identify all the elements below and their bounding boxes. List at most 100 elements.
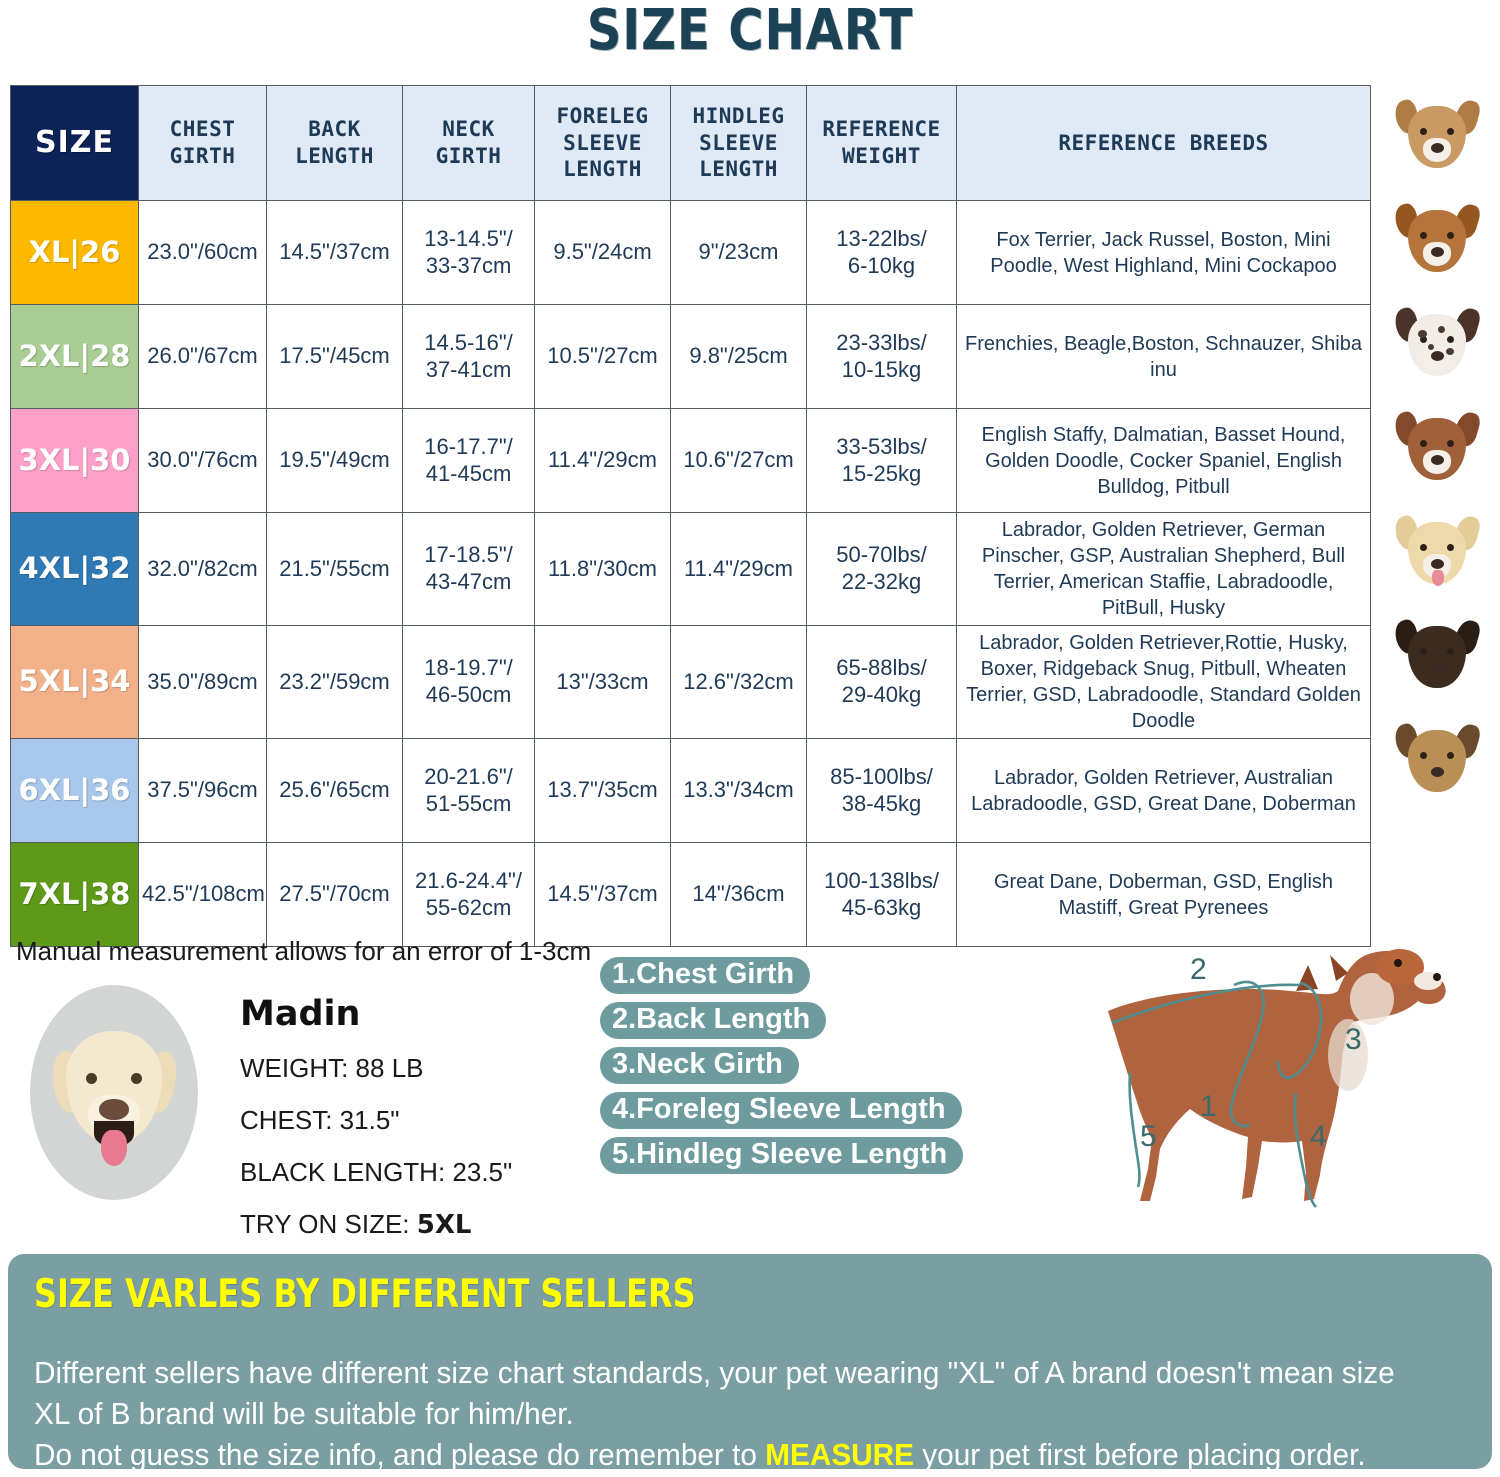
size-chart-table: SIZE CHEST GIRTH BACK LENGTH NECK GIRTH … [10,85,1371,947]
seller-disclaimer-banner: SIZE VARLES BY DIFFERENT SELLERS Differe… [8,1254,1492,1472]
table-row: 3XL|30 30.0"/76cm 19.5"/49cm 16-17.7"/ 41-4… [10,408,1371,513]
hindleg-sleeve-cell-3: 11.4"/29cm [670,512,807,626]
size-cell-6: 7XL|38 [10,842,139,947]
pet-photo [30,985,198,1200]
size-cell-5: 6XL|36 [10,738,139,843]
table-body: XL|26 23.0"/60cm 14.5"/37cm 13-14.5"/ 33-37… [10,200,1371,947]
pet-back-length: BLACK LENGTH: 23.5" [240,1157,513,1187]
pet-try-on-size: TRY ON SIZE: 5XL [240,1209,471,1240]
banner-line-2: XL of B brand will be suitable for him/h… [34,1395,574,1431]
reference-breeds-cell-6: Great Dane, Doberman, GSD, English Masti… [956,842,1371,947]
breed-photo-column [1378,85,1496,813]
page-title: SIZE CHART [586,0,914,63]
banner-line-3: Do not guess the size info, and please d… [34,1435,1409,1476]
foreleg-sleeve-cell-0: 9.5"/24cm [534,200,671,305]
chest-girth-cell-0: 23.0"/60cm [138,200,267,305]
reference-breeds-cell-3: Labrador, Golden Retriever, German Pinsc… [956,512,1371,626]
hindleg-sleeve-cell-6: 14"/36cm [670,842,807,947]
column-header-neck-girth: NECK GIRTH [402,85,535,201]
breed-photo-cell [1378,85,1496,189]
reference-weight-cell-0: 13-22lbs/ 6-10kg [806,200,957,305]
breed-photo-cell [1378,605,1496,709]
try-on-size-value: 5XL [416,1210,472,1240]
chest-girth-cell-5: 37.5"/96cm [138,738,267,843]
reference-breeds-cell-4: Labrador, Golden Retriever,Rottie, Husky… [956,625,1371,739]
labrador-portrait-photo [39,1017,189,1177]
neck-girth-cell-0: 13-14.5"/ 33-37cm [402,200,535,305]
neck-girth-cell-5: 20-21.6"/ 51-55cm [402,738,535,843]
measurement-pill-4: 4.Foreleg Sleeve Length [600,1092,962,1129]
diagram-marker-2: 2 [1190,953,1207,986]
breed-photo-cell [1378,397,1496,501]
dalmatian-photo [1391,304,1483,386]
dog-measurement-diagram: 2 3 1 4 5 [1000,935,1500,1245]
manual-measurement-note: Manual measurement allows for an error o… [16,936,592,966]
banner-line-1: Different sellers have different size ch… [34,1355,1395,1390]
measurement-pill-2: 2.Back Length [600,1002,827,1039]
pet-chest: CHEST: 31.5" [240,1105,400,1135]
neck-girth-cell-6: 21.6-24.4"/ 55-62cm [402,842,535,947]
banner-body: Different sellers have different size ch… [34,1353,1409,1476]
back-length-cell-1: 17.5"/45cm [266,304,403,409]
table-header: SIZE CHEST GIRTH BACK LENGTH NECK GIRTH … [10,85,1371,201]
dog-illustration [1108,949,1446,1208]
hindleg-sleeve-cell-0: 9"/23cm [670,200,807,305]
chest-girth-cell-2: 30.0"/76cm [138,408,267,513]
size-cell-0: XL|26 [10,200,139,305]
measure-lines [1111,980,1323,1208]
reference-weight-cell-4: 65-88lbs/ 29-40kg [806,625,957,739]
reference-weight-cell-6: 100-138lbs/ 45-63kg [806,842,957,947]
breed-photo-cell [1378,189,1496,293]
size-cell-2: 3XL|30 [10,408,139,513]
measurement-pill-5: 5.Hindleg Sleeve Length [600,1137,964,1174]
column-header-back-length: BACK LENGTH [266,85,403,201]
size-cell-3: 4XL|32 [10,512,139,626]
golden-retriever-photo [1391,512,1483,594]
reference-weight-cell-5: 85-100lbs/ 38-45kg [806,738,957,843]
foreleg-sleeve-cell-4: 13"/33cm [534,625,671,739]
banner-heading: SIZE VARLES BY DIFFERENT SELLERS [34,1272,696,1317]
chest-girth-cell-3: 32.0"/82cm [138,512,267,626]
breed-photo-cell [1378,501,1496,605]
neck-girth-cell-4: 18-19.7"/ 46-50cm [402,625,535,739]
back-length-cell-2: 19.5"/49cm [266,408,403,513]
breed-photo-cell [1378,709,1496,813]
banner-line-3a: Do not guess the size info, and please d… [34,1436,766,1472]
foreleg-sleeve-cell-2: 11.4"/29cm [534,408,671,513]
column-header-size: SIZE [10,85,139,201]
column-header-reference-weight: REFERENCE WEIGHT [806,85,957,201]
diagram-marker-3: 3 [1345,1023,1362,1056]
pet-weight: WEIGHT: 88 LB [240,1053,424,1083]
reference-breeds-cell-2: English Staffy, Dalmatian, Basset Hound,… [956,408,1371,513]
diagram-marker-5: 5 [1140,1120,1157,1153]
size-cell-4: 5XL|34 [10,625,139,739]
reference-breeds-cell-0: Fox Terrier, Jack Russel, Boston, Mini P… [956,200,1371,305]
table-row: 2XL|28 26.0"/67cm 17.5"/45cm 14.5-16"/ 37-4… [10,304,1371,409]
table-row: XL|26 23.0"/60cm 14.5"/37cm 13-14.5"/ 33-37… [10,200,1371,305]
reference-breeds-cell-1: Frenchies, Beagle,Boston, Schnauzer, Shi… [956,304,1371,409]
reference-weight-cell-1: 23-33lbs/ 10-15kg [806,304,957,409]
diagram-marker-4: 4 [1310,1120,1327,1153]
chest-girth-cell-4: 35.0"/89cm [138,625,267,739]
back-length-cell-0: 14.5"/37cm [266,200,403,305]
foreleg-sleeve-cell-1: 10.5"/27cm [534,304,671,409]
column-header-hindleg-sleeve-length: HINDLEG SLEEVE LENGTH [670,85,807,201]
back-length-cell-6: 27.5"/70cm [266,842,403,947]
column-header-chest-girth: CHEST GIRTH [138,85,267,201]
hindleg-sleeve-cell-5: 13.3"/34cm [670,738,807,843]
chest-girth-cell-1: 26.0"/67cm [138,304,267,409]
foreleg-sleeve-cell-5: 13.7"/35cm [534,738,671,843]
back-length-cell-3: 21.5"/55cm [266,512,403,626]
size-cell-1: 2XL|28 [10,304,139,409]
german-shepherd-photo [1391,616,1483,698]
back-length-cell-4: 23.2"/59cm [266,625,403,739]
try-on-size-label: TRY ON SIZE: [240,1209,410,1239]
title-bar: SIZE CHART [0,0,1500,72]
banner-line-3b: your pet first before placing order. [914,1436,1366,1472]
back-length-cell-5: 25.6"/65cm [266,738,403,843]
reference-weight-cell-3: 50-70lbs/ 22-32kg [806,512,957,626]
measurement-pill-1: 1.Chest Girth [600,957,811,994]
table-row: 7XL|38 42.5"/108cm 27.5"/70cm 21.6-24.4"/ 5… [10,842,1371,947]
pet-name: Madin [240,994,361,1034]
measure-highlight: MEASURE [765,1436,915,1472]
